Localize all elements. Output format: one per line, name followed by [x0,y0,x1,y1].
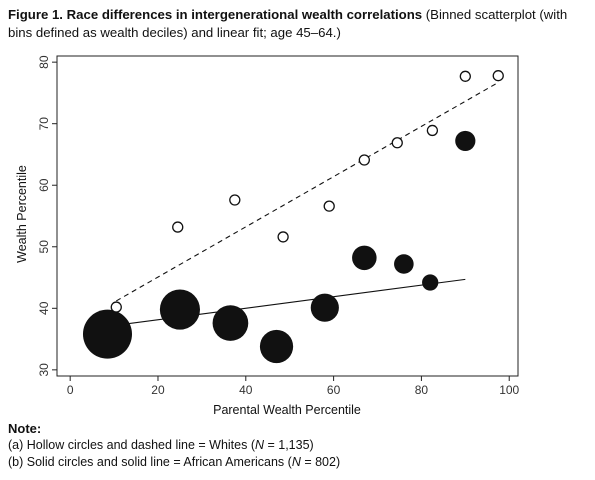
y-axis-label: Wealth Percentile [15,165,29,263]
hollow-point [492,70,504,82]
data-points [82,70,504,364]
solid-point [82,309,132,359]
hollow-point [426,124,439,137]
solid-point [259,329,294,364]
y-tick-label: 70 [37,117,51,131]
x-tick-label: 80 [415,383,429,397]
figure-title: Race differences in intergenerational we… [66,7,423,22]
note-line-b: (b) Solid circles and solid line = Afric… [8,455,341,469]
x-axis-label: Parental Wealth Percentile [213,403,361,417]
x-tick-label: 20 [151,383,165,397]
figure-note: Note: (a) Hollow circles and dashed line… [8,420,588,471]
x-tick-label: 100 [499,383,519,397]
y-tick-label: 40 [37,301,51,315]
plot-frame [56,55,519,377]
x-tick-label: 0 [67,383,74,397]
x-tick-label: 40 [239,383,253,397]
solid-point [310,293,339,322]
solid-point [422,274,439,291]
hollow-point [391,137,403,149]
hollow-point [358,154,370,166]
note-line-a: (a) Hollow circles and dashed line = Whi… [8,438,314,452]
solid-point [394,254,414,274]
y-tick-label: 50 [37,240,51,254]
solid-point [352,245,377,271]
fit-lines [114,81,499,327]
solid-point [455,130,476,152]
hollow-point [110,301,122,313]
y-tick-label: 30 [37,363,51,377]
hollow-point [172,221,184,233]
hollow-point [459,70,471,82]
solid-point [212,305,249,341]
x-tick-label: 60 [327,383,341,397]
y-tick-label: 60 [37,178,51,192]
figure-label: Figure 1. [8,7,63,22]
y-tick-label: 80 [37,55,51,69]
figure-caption: Figure 1. Race differences in intergener… [8,6,588,42]
whites-fit-line [115,81,499,302]
hollow-point [323,200,335,212]
figure-subtitle: (Binned scatterplot (with bins defined a… [8,7,568,40]
solid-point [159,289,200,330]
note-header: Note: [8,421,42,436]
hollow-point [229,194,241,206]
axes: 0 20 40 60 80 100 30 40 50 60 70 80 [37,55,520,397]
hollow-point [277,231,289,243]
